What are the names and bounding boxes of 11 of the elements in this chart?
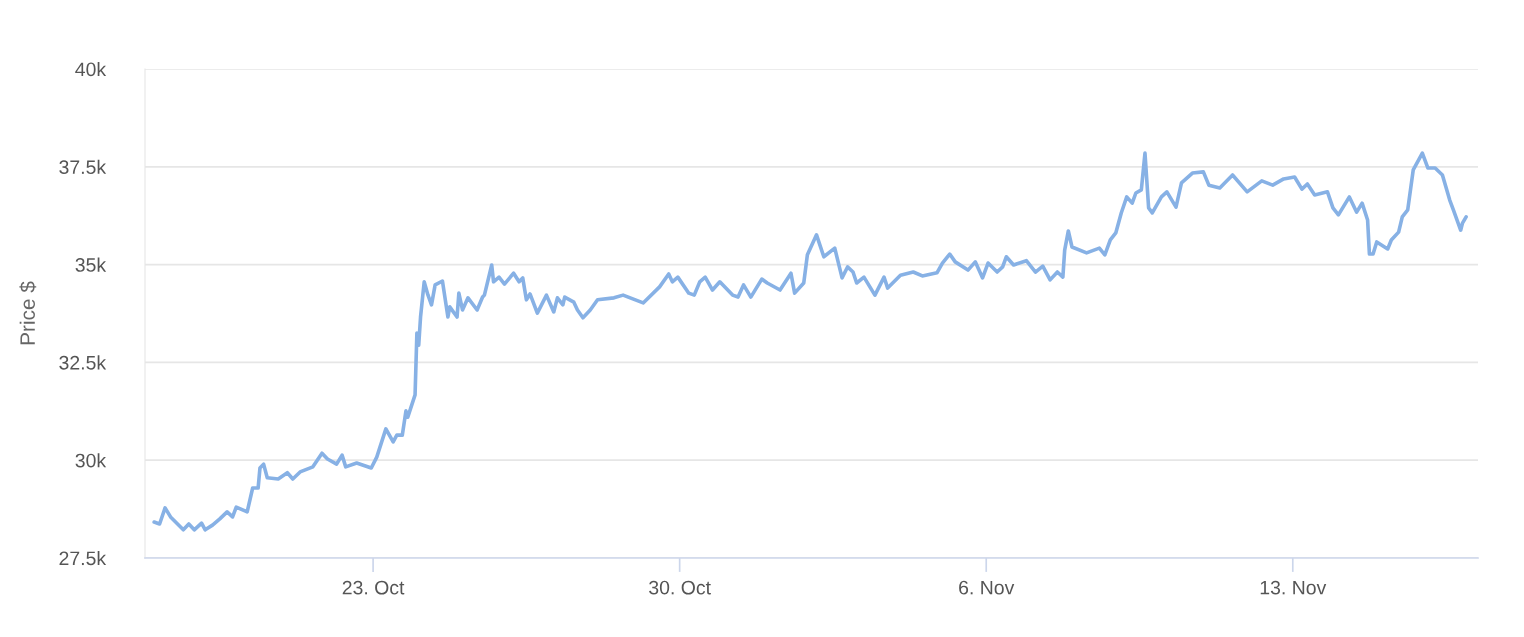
y-tick-label: 35k [75,257,107,272]
x-tick-label: 6. Nov [959,580,1015,595]
y-tick-label: 27.5k [59,550,107,566]
y-tick-label: 32.5k [59,355,107,370]
y-tick-label: 37.5k [59,159,107,175]
x-tick-label: 30. Oct [649,580,711,595]
x-tick-label: 13. Nov [1260,580,1327,595]
y-tick-label: 40k [75,61,107,77]
y-axis-title: Price $ [19,281,37,345]
y-tick-label: 30k [75,453,107,468]
x-tick-label: 23. Oct [342,580,405,595]
